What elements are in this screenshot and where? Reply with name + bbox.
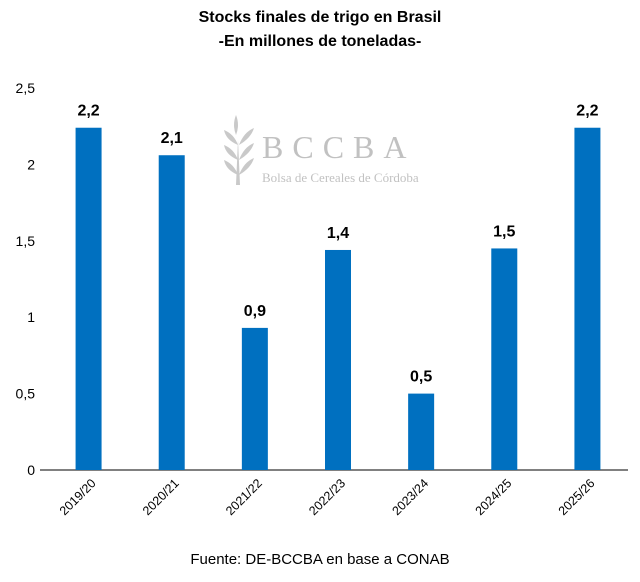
source-note: Fuente: DE-BCCBA en base a CONAB <box>190 551 450 568</box>
bar-chart: BCCBA Bolsa de Cereales de Córdoba 0 0,5 1… <box>16 80 628 518</box>
y-tick-label: 0,5 <box>16 386 36 402</box>
data-label: 2,1 <box>161 130 183 147</box>
x-tick-label: 2019/20 <box>57 476 99 518</box>
y-tick-label: 2,5 <box>16 80 36 96</box>
data-label: 2,2 <box>77 103 99 120</box>
bar <box>325 249 351 470</box>
x-tick-label: 2024/25 <box>473 476 515 518</box>
bar <box>574 127 601 470</box>
wheat-icon <box>224 115 254 185</box>
y-tick-label: 1 <box>27 309 35 325</box>
bar <box>241 327 268 470</box>
data-label: 1,5 <box>493 223 515 240</box>
bar <box>408 393 435 470</box>
data-label: 0,5 <box>410 369 432 386</box>
bccba-logo-watermark: BCCBA Bolsa de Cereales de Córdoba <box>224 115 419 185</box>
bar <box>158 155 185 470</box>
data-label: 1,4 <box>327 225 349 242</box>
chart-subtitle: -En millones de toneladas- <box>218 33 422 50</box>
y-tick-label: 0 <box>27 462 35 478</box>
y-tick-label: 2 <box>27 156 35 172</box>
logo-text: BCCBA <box>262 129 415 165</box>
x-tick-label: 2023/24 <box>389 476 431 518</box>
x-tick-label: 2021/22 <box>223 476 265 518</box>
data-label: 0,9 <box>244 303 266 320</box>
x-tick-label: 2022/23 <box>306 476 348 518</box>
bar <box>491 248 518 470</box>
x-tick-label: 2025/26 <box>556 476 598 518</box>
x-tick-label: 2020/21 <box>140 476 182 518</box>
bar <box>75 127 102 470</box>
chart-title: Stocks finales de trigo en Brasil <box>198 9 442 26</box>
logo-subtext: Bolsa de Cereales de Córdoba <box>262 170 419 185</box>
y-tick-label: 1,5 <box>16 233 36 249</box>
data-label: 2,2 <box>576 103 598 120</box>
